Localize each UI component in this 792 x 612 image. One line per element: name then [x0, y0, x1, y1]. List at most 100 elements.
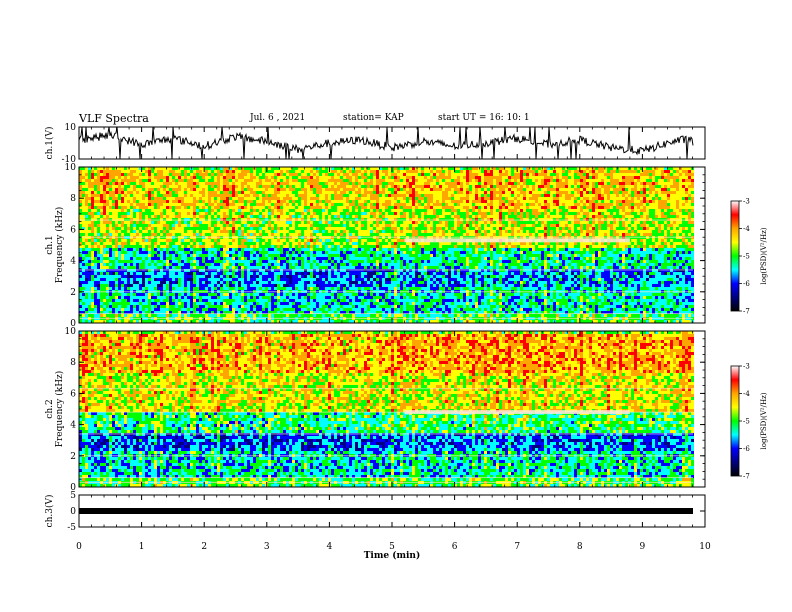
spectrogram-cell [223, 221, 226, 224]
spectrogram-cell [211, 278, 214, 281]
spectrogram-cell [253, 272, 256, 275]
spectrogram-cell [169, 281, 172, 284]
spectrogram-cell [274, 188, 277, 191]
spectrogram-cell [157, 257, 160, 260]
spectrogram-cell [124, 182, 127, 185]
spectrogram-cell [205, 242, 208, 245]
spectrogram-cell [232, 275, 235, 278]
spectrogram-cell [322, 206, 325, 209]
spectrogram-cell [208, 257, 211, 260]
spectrogram-cell [214, 209, 217, 212]
spectrogram-cell [109, 230, 112, 233]
spectrogram-cell [283, 212, 286, 215]
spectrogram-cell [154, 311, 157, 314]
spectrogram-cell [253, 245, 256, 248]
spectrogram-cell [97, 239, 100, 242]
spectrogram-cell [280, 227, 283, 230]
spectrogram-cell [334, 227, 337, 230]
spectrogram-cell [199, 320, 202, 323]
spectrogram-cell [238, 320, 241, 323]
spectrogram-cell [133, 254, 136, 257]
spectrogram-cell [136, 275, 139, 278]
spectrogram-cell [103, 311, 106, 314]
spectrogram-cell [133, 272, 136, 275]
spectrogram-cell [313, 233, 316, 236]
spectrogram-cell [235, 278, 238, 281]
spectrogram-cell [193, 188, 196, 191]
spectrogram-cell [280, 302, 283, 305]
spectrogram-cell [100, 278, 103, 281]
spectrogram-cell [241, 272, 244, 275]
spectrogram-cell [271, 215, 274, 218]
spectrogram-cell [103, 224, 106, 227]
spectrogram-cell [157, 284, 160, 287]
spectrogram-cell [199, 239, 202, 242]
spectrogram-cell [364, 185, 367, 188]
spectrogram-cell [313, 269, 316, 272]
spectrogram-cell [256, 230, 259, 233]
spectrogram-cell [100, 305, 103, 308]
spectrogram-cell [115, 272, 118, 275]
spectrogram-cell [106, 215, 109, 218]
spectrogram-cell [226, 305, 229, 308]
spectrogram-cell [205, 203, 208, 206]
spectrogram-cell [268, 182, 271, 185]
spectrogram-cell [91, 302, 94, 305]
spectrogram-cell [94, 302, 97, 305]
spectrogram-cell [271, 209, 274, 212]
spectrogram-cell [217, 260, 220, 263]
spectrogram-cell [253, 191, 256, 194]
spectrogram-cell [241, 185, 244, 188]
spectrogram-cell [265, 278, 268, 281]
spectrogram-cell [361, 203, 364, 206]
spectrogram-cell [256, 257, 259, 260]
spectrogram-cell [178, 191, 181, 194]
spectrogram-cell [127, 269, 130, 272]
spectrogram-cell [118, 200, 121, 203]
spectrogram-cell [178, 230, 181, 233]
spectrogram-cell [127, 293, 130, 296]
spectrogram-cell [181, 212, 184, 215]
spectrogram-cell [292, 206, 295, 209]
spectrogram-cell [229, 281, 232, 284]
spectrogram-cell [325, 272, 328, 275]
spectrogram-cell [220, 191, 223, 194]
spectrogram-cell [148, 167, 151, 170]
spectrogram-cell [289, 278, 292, 281]
spectrogram-cell [193, 230, 196, 233]
spectrogram-cell [169, 191, 172, 194]
spectrogram-cell [172, 209, 175, 212]
spectrogram-cell [148, 308, 151, 311]
spectrogram-cell [316, 194, 319, 197]
spectrogram-cell [346, 200, 349, 203]
spectrogram-cell [271, 176, 274, 179]
spectrogram-cell [106, 269, 109, 272]
spectrogram-cell [193, 284, 196, 287]
spectrogram-cell [316, 254, 319, 257]
spectrogram-cell [223, 197, 226, 200]
spectrogram-cell [274, 281, 277, 284]
spectrogram-cell [88, 269, 91, 272]
spectrogram-cell [223, 167, 226, 170]
spectrogram-cell [97, 206, 100, 209]
spectrogram-cell [253, 209, 256, 212]
spectrogram-cell [190, 284, 193, 287]
spectrogram-cell [82, 170, 85, 173]
spectrogram-cell [97, 179, 100, 182]
spectrogram-cell [133, 194, 136, 197]
spectrogram-cell [271, 173, 274, 176]
spectrogram-cell [304, 218, 307, 221]
spectrogram-cell [340, 302, 343, 305]
spectrogram-cell [208, 227, 211, 230]
spectrogram-cell [121, 233, 124, 236]
spectrogram-cell [271, 212, 274, 215]
spectrogram-cell [298, 311, 301, 314]
spectrogram-cell [85, 284, 88, 287]
spectrogram-cell [85, 293, 88, 296]
spectrogram-cell [103, 200, 106, 203]
spectrogram-cell [280, 251, 283, 254]
spectrogram-cell [88, 191, 91, 194]
spectrogram-cell [232, 227, 235, 230]
spectrogram-cell [112, 200, 115, 203]
spectrogram-cell [190, 233, 193, 236]
